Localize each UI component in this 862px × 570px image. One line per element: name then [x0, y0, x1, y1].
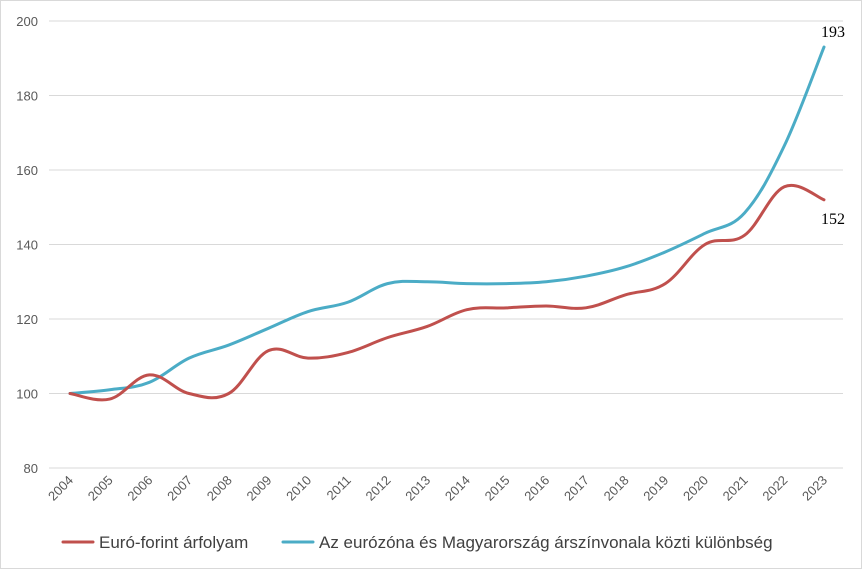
gridlines	[49, 20, 843, 469]
end-label-0: 152	[821, 211, 845, 228]
series-lines	[68, 45, 826, 402]
y-tick-label: 120	[16, 312, 38, 327]
legend-label-1: Az eurózóna és Magyarország árszínvonala…	[319, 533, 773, 552]
x-tick-label: 2016	[521, 473, 552, 504]
x-axis: 2004 2005 2006 2007 2008 2009 2010 2011 2012 2013…	[45, 467, 843, 504]
x-tick-label: 2020	[680, 473, 711, 504]
series-line-0	[68, 183, 826, 402]
x-tick-label: 2009	[243, 473, 274, 504]
end-label-1: 193	[821, 24, 845, 41]
x-tick-label: 2008	[204, 473, 235, 504]
x-tick-label: 2010	[283, 473, 314, 504]
x-tick-label: 2013	[402, 473, 433, 504]
x-tick-label: 2015	[482, 473, 513, 504]
x-tick-label: 2004	[45, 473, 76, 504]
y-tick-label: 200	[16, 14, 38, 29]
x-tick-label: 2017	[561, 473, 592, 504]
x-tick-label: 2005	[85, 473, 116, 504]
x-tick-label: 2022	[759, 473, 790, 504]
y-tick-label: 100	[16, 387, 38, 402]
x-tick-label: 2018	[601, 473, 632, 504]
y-tick-label: 140	[16, 238, 38, 253]
legend-label-0: Euró-forint árfolyam	[99, 533, 248, 552]
x-tick-label: 2007	[164, 473, 195, 504]
y-tick-label: 160	[16, 163, 38, 178]
x-tick-label: 2021	[720, 473, 751, 504]
series-line-1	[68, 45, 826, 395]
x-tick-label: 2011	[324, 473, 354, 503]
x-tick-label: 2012	[363, 473, 394, 504]
x-tick-label: 2019	[640, 473, 671, 504]
y-tick-label: 180	[16, 89, 38, 104]
legend: Euró-forint árfolyam Az eurózóna és Magya…	[61, 533, 773, 552]
x-tick-label: 2023	[799, 473, 830, 504]
x-tick-label: 2006	[124, 473, 155, 504]
x-tick-label: 2014	[442, 473, 473, 504]
end-labels: 152 193	[821, 24, 845, 228]
y-tick-label: 80	[24, 461, 38, 476]
y-axis-tick-labels: 80 100 120 140 160 180 200	[16, 14, 38, 476]
